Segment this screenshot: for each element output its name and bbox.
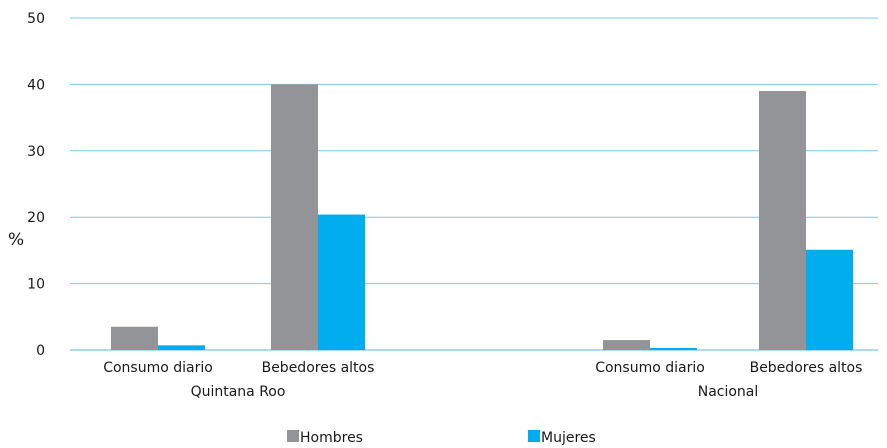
y-tick-label: 40 — [27, 77, 45, 93]
legend-label: Mujeres — [541, 430, 596, 446]
y-tick-label: 30 — [27, 144, 45, 160]
category-label: Consumo diario — [595, 360, 705, 376]
legend: Hombres Mujeres — [287, 430, 596, 446]
group-label: Quintana Roo — [191, 384, 286, 400]
category-labels: Consumo diario Bebedores altos Consumo dia… — [103, 360, 862, 376]
y-tick-label: 50 — [27, 11, 45, 27]
bar-hombres — [759, 91, 806, 350]
bar-mujeres — [158, 345, 205, 350]
bar-mujeres — [806, 249, 853, 350]
group-label: Nacional — [698, 384, 759, 400]
bar-hombres — [271, 84, 318, 351]
legend-swatch-hombres — [287, 430, 299, 442]
category-label: Consumo diario — [103, 360, 213, 376]
group-labels: Quintana Roo Nacional — [191, 384, 759, 400]
gridlines — [70, 17, 878, 351]
y-tick-label: 20 — [27, 210, 45, 226]
bar-mujeres — [650, 348, 697, 350]
bar-hombres — [111, 326, 158, 350]
bar-hombres — [603, 340, 650, 350]
bar-mujeres — [318, 214, 365, 350]
category-label: Bebedores altos — [750, 360, 863, 376]
category-label: Bebedores altos — [262, 360, 375, 376]
legend-label: Hombres — [300, 430, 363, 446]
y-axis-ticks: 0 10 20 30 40 50 — [27, 11, 45, 359]
legend-swatch-mujeres — [528, 430, 540, 442]
y-axis-label: % — [8, 230, 24, 250]
y-tick-label: 0 — [36, 343, 45, 359]
y-tick-label: 10 — [27, 277, 45, 293]
bars — [111, 84, 853, 351]
